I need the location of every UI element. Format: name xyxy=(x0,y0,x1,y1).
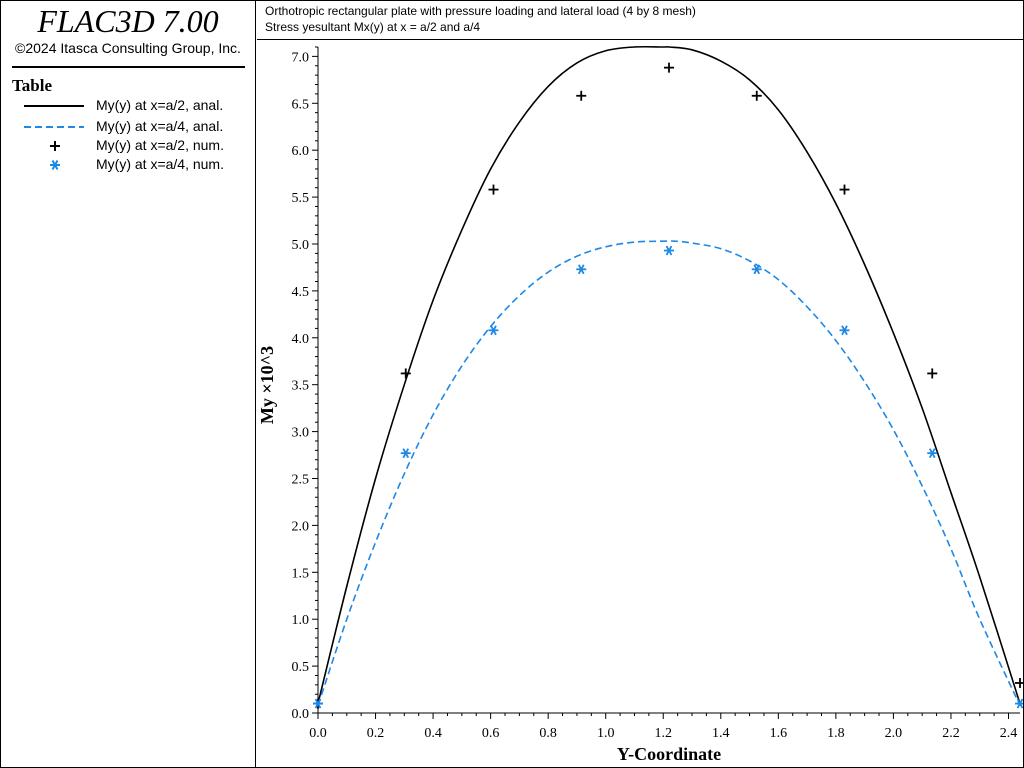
star-marker xyxy=(400,448,411,459)
star-marker xyxy=(1015,698,1023,709)
chart-area: 0.0 0.5 1.0 1.5 2.0 2.5 3.0 3.5 4.0 4.5 5.0 5.5 6.0 6… xyxy=(257,45,1023,764)
marker-stroke xyxy=(1016,698,1023,709)
star-marker xyxy=(664,245,674,256)
legend-item-a2-anal: My(y) at x=a/2, anal. xyxy=(0,96,256,115)
plus-marker xyxy=(664,62,674,73)
x-tick-label: 1.8 xyxy=(827,726,845,741)
x-tick-label: 1.0 xyxy=(597,726,615,741)
y-tick-label: 3.0 xyxy=(292,426,310,441)
x-tick-label: 0.0 xyxy=(309,726,327,741)
plus-marker xyxy=(927,368,938,379)
marker-stroke xyxy=(841,325,848,336)
plot-title: Orthotropic rectangular plate with press… xyxy=(265,4,696,18)
y-tick-label: 5.0 xyxy=(292,238,310,253)
plus-marker xyxy=(400,368,411,379)
y-tick-label: 3.5 xyxy=(292,379,310,394)
x-tick-label: 2.0 xyxy=(885,726,903,741)
y-tick-label: 6.5 xyxy=(292,97,310,112)
plus-marker-swatch xyxy=(50,141,60,151)
plus-marker xyxy=(488,184,499,195)
star-marker xyxy=(927,448,938,459)
y-tick-label: 1.0 xyxy=(292,613,310,628)
y-tick-label: 6.0 xyxy=(292,144,310,159)
y-tick-label: 0.5 xyxy=(292,660,310,675)
legend-label: My(y) at x=a/4, anal. xyxy=(96,118,224,134)
legend-label: My(y) at x=a/2, num. xyxy=(96,137,224,153)
plus-marker xyxy=(751,90,762,101)
legend-heading: Table xyxy=(12,76,53,95)
marker-stroke xyxy=(753,264,761,275)
legend-label: My(y) at x=a/2, anal. xyxy=(96,97,224,113)
plus-marker xyxy=(576,90,587,101)
legend-item-a4-anal: My(y) at x=a/4, anal. xyxy=(0,117,256,136)
plus-marker xyxy=(1015,677,1023,688)
star-marker xyxy=(576,264,587,275)
star-marker xyxy=(751,264,762,275)
star-marker xyxy=(839,325,850,336)
copyright-text: ©2024 Itasca Consulting Group, Inc. xyxy=(15,40,241,56)
series-2 xyxy=(313,62,1023,709)
legend-label: My(y) at x=a/4, num. xyxy=(96,156,224,172)
y-tick-label: 4.0 xyxy=(292,332,310,347)
series-layer xyxy=(313,45,1023,709)
marker-stroke xyxy=(314,698,322,709)
y-tick-label: 4.5 xyxy=(292,285,310,300)
solid-series-line xyxy=(317,45,1021,704)
solid-line-swatch xyxy=(24,105,84,107)
y-tick-label: 1.5 xyxy=(292,566,310,581)
marker-stroke xyxy=(928,448,936,459)
x-tick-label: 1.4 xyxy=(712,726,730,741)
x-tick-label: 0.6 xyxy=(482,726,500,741)
y-axis-title: My ×10^3 xyxy=(257,346,277,424)
x-tick-label: 1.2 xyxy=(654,726,672,741)
app-title: FLAC3D 7.00 xyxy=(37,3,219,39)
x-tick-label: 0.8 xyxy=(539,726,557,741)
marker-stroke xyxy=(490,325,497,336)
plot-subtitle: Stress yesultant Mx(y) at x = a/2 and a/… xyxy=(265,20,481,34)
marker-stroke xyxy=(665,245,673,256)
legend-item-a4-num: My(y) at x=a/4, num. xyxy=(0,155,256,174)
dashed-line-swatch xyxy=(24,126,84,128)
series-1 xyxy=(317,240,1021,706)
plus-marker xyxy=(839,184,850,195)
series-3 xyxy=(313,245,1023,709)
star-marker xyxy=(313,698,323,709)
y-tick-label: 2.5 xyxy=(292,472,310,487)
x-tick-label: 1.6 xyxy=(770,726,788,741)
star-marker-swatch xyxy=(50,160,60,170)
marker-stroke xyxy=(402,448,410,459)
y-tick-label: 7.0 xyxy=(292,50,310,65)
sidebar: FLAC3D 7.00 ©2024 Itasca Consulting Grou… xyxy=(0,0,256,768)
y-tick-label: 5.5 xyxy=(292,191,310,206)
sidebar-divider xyxy=(12,66,245,68)
dashed-series-line xyxy=(317,240,1021,706)
y-tick-label: 0.0 xyxy=(292,707,310,722)
legend-item-a2-num: My(y) at x=a/2, num. xyxy=(0,136,256,155)
x-tick-label: 2.2 xyxy=(942,726,960,741)
series-0 xyxy=(317,45,1021,704)
plot-header: Orthotropic rectangular plate with press… xyxy=(257,0,1023,40)
marker-stroke xyxy=(577,264,585,275)
axes: 0.0 0.5 1.0 1.5 2.0 2.5 3.0 3.5 4.0 4.5 5.0 5.5 6.0 6… xyxy=(292,46,1020,741)
x-tick-label: 0.2 xyxy=(367,726,385,741)
star-marker xyxy=(488,325,499,336)
x-tick-label: 0.4 xyxy=(424,726,442,741)
x-tick-label: 2.4 xyxy=(1000,726,1018,741)
y-tick-label: 2.0 xyxy=(292,519,310,534)
x-axis-title: Y-Coordinate xyxy=(617,744,721,764)
